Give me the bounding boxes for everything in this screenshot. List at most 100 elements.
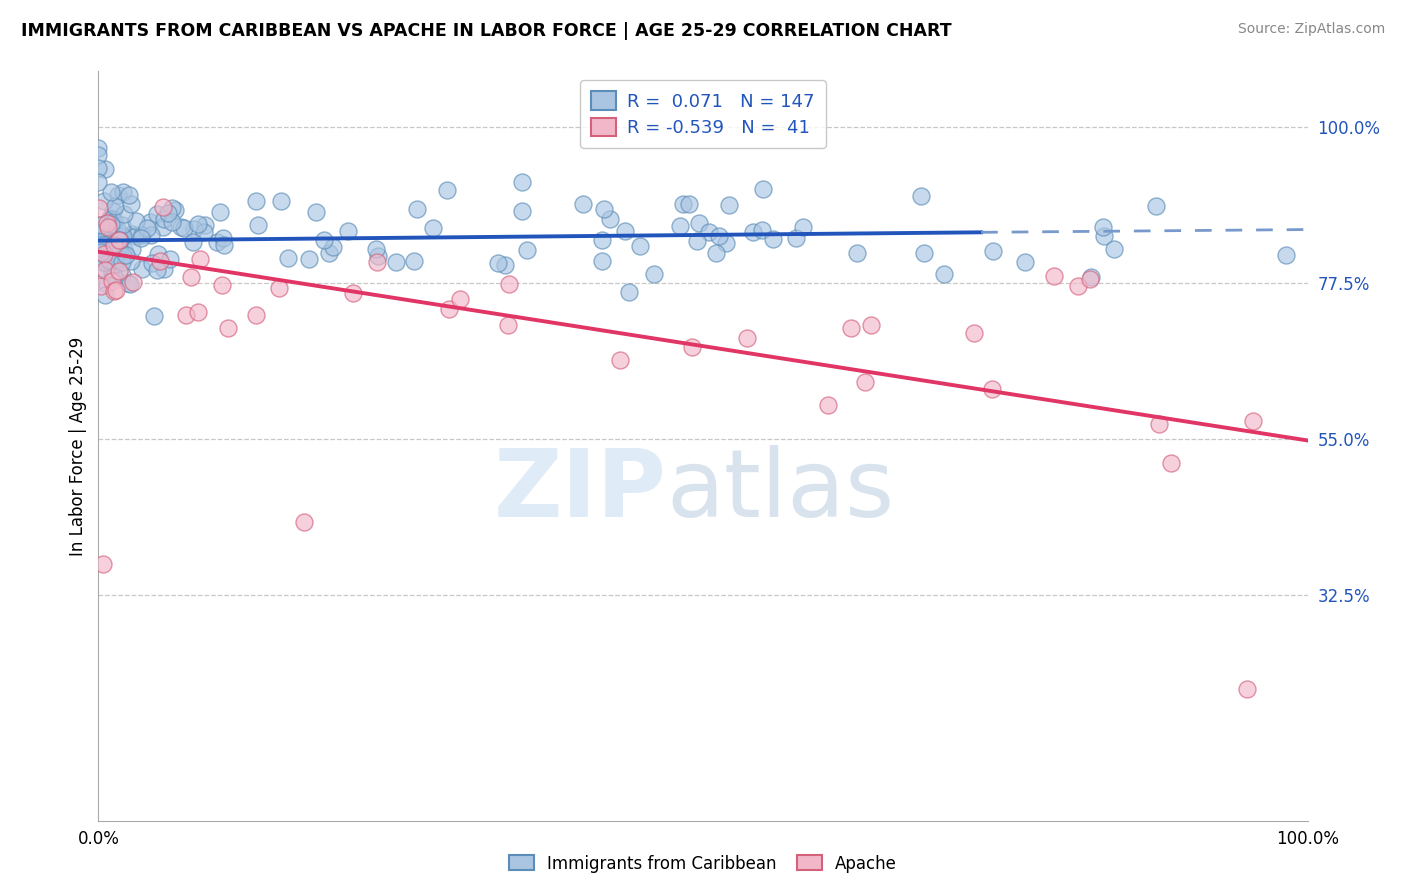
- Point: [1241, 414, 1264, 428]
- Point: [173, 221, 195, 235]
- Point: [101, 212, 124, 227]
- Point: [217, 321, 239, 335]
- Point: [107, 187, 129, 202]
- Point: [159, 252, 181, 266]
- Point: [104, 253, 127, 268]
- Point: [104, 199, 127, 213]
- Point: [149, 254, 172, 268]
- Point: [981, 382, 1004, 396]
- Point: [103, 268, 125, 283]
- Point: [90, 278, 112, 293]
- Point: [96, 215, 118, 229]
- Point: [93, 161, 115, 176]
- Point: [762, 232, 785, 246]
- Point: [96, 230, 118, 244]
- Point: [267, 280, 290, 294]
- Point: [111, 218, 134, 232]
- Point: [704, 246, 727, 260]
- Point: [1144, 198, 1167, 212]
- Point: [785, 231, 807, 245]
- Point: [792, 219, 814, 234]
- Point: [90, 236, 112, 251]
- Point: [142, 309, 165, 323]
- Legend: Immigrants from Caribbean, Apache: Immigrants from Caribbean, Apache: [502, 848, 904, 880]
- Point: [245, 308, 267, 322]
- Point: [617, 285, 640, 300]
- Point: [187, 305, 209, 319]
- Point: [214, 238, 236, 252]
- Point: [100, 240, 122, 254]
- Point: [314, 233, 336, 247]
- Point: [735, 331, 758, 345]
- Point: [131, 262, 153, 277]
- Point: [716, 235, 738, 250]
- Point: [131, 231, 153, 245]
- Point: [496, 318, 519, 332]
- Point: [1275, 248, 1298, 262]
- Point: [494, 258, 516, 272]
- Point: [125, 228, 148, 243]
- Text: atlas: atlas: [666, 445, 896, 537]
- Point: [162, 215, 184, 229]
- Point: [486, 256, 509, 270]
- Point: [112, 243, 135, 257]
- Point: [207, 235, 229, 250]
- Point: [101, 265, 124, 279]
- Point: [100, 274, 122, 288]
- Point: [437, 302, 460, 317]
- Point: [139, 227, 162, 242]
- Point: [108, 242, 131, 256]
- Point: [1080, 270, 1102, 285]
- Point: [1160, 457, 1182, 471]
- Point: [643, 267, 665, 281]
- Point: [136, 220, 159, 235]
- Point: [510, 175, 533, 189]
- Text: Source: ZipAtlas.com: Source: ZipAtlas.com: [1237, 22, 1385, 37]
- Point: [707, 229, 730, 244]
- Point: [93, 246, 115, 260]
- Point: [153, 262, 176, 277]
- Point: [669, 219, 692, 233]
- Point: [672, 196, 695, 211]
- Point: [609, 352, 631, 367]
- Point: [910, 189, 932, 203]
- Point: [118, 277, 141, 291]
- Point: [422, 220, 444, 235]
- Point: [90, 241, 112, 255]
- Point: [681, 340, 703, 354]
- Point: [105, 221, 128, 235]
- Point: [686, 234, 709, 248]
- Point: [146, 262, 169, 277]
- Point: [1236, 681, 1258, 696]
- Point: [101, 270, 124, 285]
- Point: [1078, 272, 1101, 286]
- Point: [718, 198, 741, 212]
- Point: [342, 286, 364, 301]
- Point: [104, 257, 127, 271]
- Point: [592, 202, 614, 217]
- Point: [125, 214, 148, 228]
- Point: [194, 219, 217, 233]
- Point: [160, 201, 183, 215]
- Point: [94, 288, 117, 302]
- Point: [678, 197, 700, 211]
- Point: [94, 255, 117, 269]
- Point: [247, 218, 270, 232]
- Point: [752, 182, 775, 196]
- Point: [100, 217, 122, 231]
- Point: [174, 308, 197, 322]
- Point: [614, 223, 637, 237]
- Point: [98, 252, 121, 267]
- Point: [741, 225, 763, 239]
- Point: [853, 375, 876, 389]
- Point: [115, 248, 138, 262]
- Point: [981, 244, 1004, 259]
- Point: [270, 194, 292, 208]
- Point: [104, 239, 127, 253]
- Point: [87, 201, 110, 215]
- Point: [449, 292, 471, 306]
- Point: [181, 235, 204, 249]
- Point: [110, 233, 132, 247]
- Point: [591, 233, 613, 247]
- Point: [101, 238, 124, 252]
